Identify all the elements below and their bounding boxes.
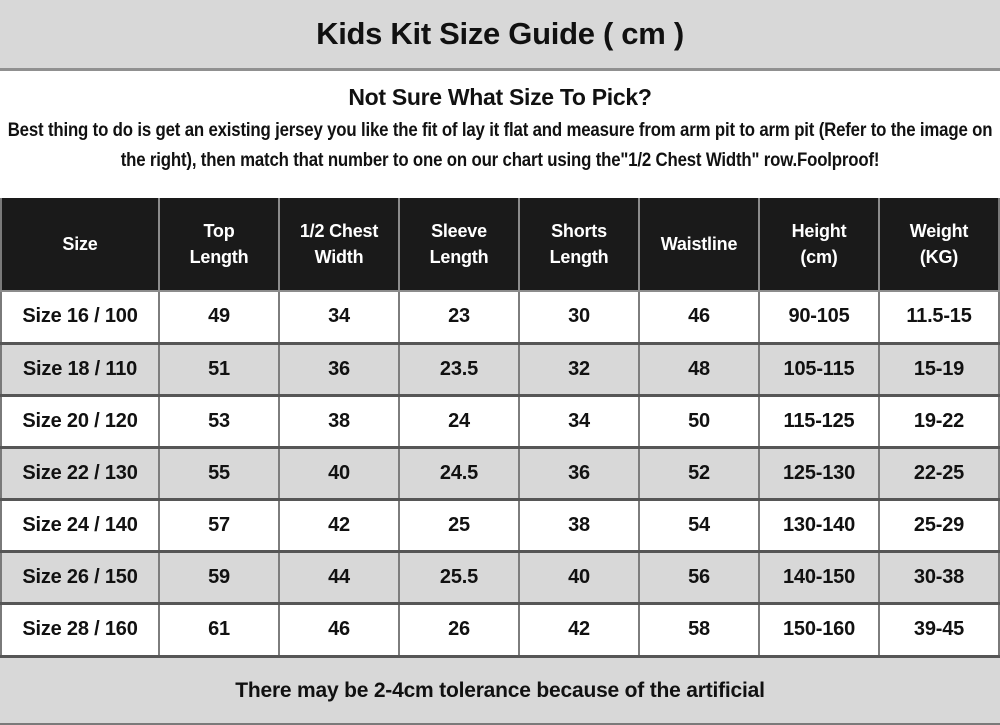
measurement-cell: 24.5 bbox=[399, 445, 520, 499]
measurement-cell: 105-115 bbox=[759, 341, 880, 395]
column-header: Waistline bbox=[639, 198, 760, 292]
measurement-cell: 23.5 bbox=[399, 341, 520, 395]
measurement-cell: 30 bbox=[519, 291, 640, 343]
intro-body: Best thing to do is get an existing jers… bbox=[7, 120, 993, 171]
measurement-cell: 44 bbox=[279, 549, 400, 603]
measurement-cell: 150-160 bbox=[759, 601, 880, 655]
table-head: Size Top Length 1/2 Chest Width Sleeve Leng… bbox=[1, 198, 999, 292]
measurement-cell: 38 bbox=[279, 393, 400, 447]
measurement-cell: 57 bbox=[159, 497, 280, 551]
measurement-cell: 40 bbox=[279, 445, 400, 499]
measurement-cell: 56 bbox=[639, 549, 760, 603]
size-label-cell: Size 26 / 150 bbox=[1, 549, 160, 603]
measurement-cell: 140-150 bbox=[759, 549, 880, 603]
measurement-cell: 25.5 bbox=[399, 549, 520, 603]
measurement-cell: 52 bbox=[639, 445, 760, 499]
table-row: Size 16 / 100 49 34 23 30 46 90-105 11.5-15 bbox=[1, 291, 999, 343]
table-row: Size 18 / 110 51 36 23.5 32 48 105-115 15-19 bbox=[1, 341, 999, 395]
measurement-cell: 46 bbox=[279, 601, 400, 655]
measurement-cell: 30-38 bbox=[879, 549, 999, 603]
size-label-cell: Size 16 / 100 bbox=[1, 291, 160, 343]
footer-band: There may be 2-4cm tolerance because of … bbox=[0, 655, 1000, 725]
size-label-cell: Size 28 / 160 bbox=[1, 601, 160, 655]
measurement-cell: 34 bbox=[519, 393, 640, 447]
size-table: Size Top Length 1/2 Chest Width Sleeve Leng… bbox=[0, 198, 1000, 655]
measurement-cell: 25 bbox=[399, 497, 520, 551]
intro-section: Not Sure What Size To Pick? Best thing t… bbox=[0, 71, 1000, 198]
measurement-cell: 11.5-15 bbox=[879, 291, 999, 343]
table-body: Size 16 / 100 49 34 23 30 46 90-105 11.5-15 Size… bbox=[1, 291, 999, 655]
measurement-cell: 23 bbox=[399, 291, 520, 343]
measurement-cell: 22-25 bbox=[879, 445, 999, 499]
column-header: Top Length bbox=[159, 198, 280, 292]
measurement-cell: 24 bbox=[399, 393, 520, 447]
measurement-cell: 49 bbox=[159, 291, 280, 343]
table-header-row: Size Top Length 1/2 Chest Width Sleeve Leng… bbox=[1, 198, 999, 292]
measurement-cell: 25-29 bbox=[879, 497, 999, 551]
measurement-cell: 50 bbox=[639, 393, 760, 447]
size-label-cell: Size 20 / 120 bbox=[1, 393, 160, 447]
table-row: Size 26 / 150 59 44 25.5 40 56 140-150 30-38 bbox=[1, 549, 999, 603]
column-header: Size bbox=[1, 198, 160, 292]
measurement-cell: 26 bbox=[399, 601, 520, 655]
column-header: 1/2 Chest Width bbox=[279, 198, 400, 292]
size-label-cell: Size 24 / 140 bbox=[1, 497, 160, 551]
measurement-cell: 51 bbox=[159, 341, 280, 395]
title-bar: Kids Kit Size Guide ( cm ) bbox=[0, 0, 1000, 71]
measurement-cell: 40 bbox=[519, 549, 640, 603]
measurement-cell: 34 bbox=[279, 291, 400, 343]
measurement-cell: 32 bbox=[519, 341, 640, 395]
measurement-cell: 36 bbox=[519, 445, 640, 499]
measurement-cell: 115-125 bbox=[759, 393, 880, 447]
intro-heading: Not Sure What Size To Pick? bbox=[348, 84, 652, 110]
measurement-cell: 42 bbox=[519, 601, 640, 655]
measurement-cell: 53 bbox=[159, 393, 280, 447]
measurement-cell: 130-140 bbox=[759, 497, 880, 551]
measurement-cell: 42 bbox=[279, 497, 400, 551]
table-row: Size 20 / 120 53 38 24 34 50 115-125 19-22 bbox=[1, 393, 999, 447]
column-header: Height (cm) bbox=[759, 198, 880, 292]
measurement-cell: 38 bbox=[519, 497, 640, 551]
measurement-cell: 48 bbox=[639, 341, 760, 395]
column-header: Shorts Length bbox=[519, 198, 640, 292]
measurement-cell: 90-105 bbox=[759, 291, 880, 343]
measurement-cell: 36 bbox=[279, 341, 400, 395]
size-label-cell: Size 18 / 110 bbox=[1, 341, 160, 395]
column-header: Sleeve Length bbox=[399, 198, 520, 292]
table-row: Size 24 / 140 57 42 25 38 54 130-140 25-29 bbox=[1, 497, 999, 551]
table-row: Size 22 / 130 55 40 24.5 36 52 125-130 22-25 bbox=[1, 445, 999, 499]
size-label-cell: Size 22 / 130 bbox=[1, 445, 160, 499]
measurement-cell: 39-45 bbox=[879, 601, 999, 655]
measurement-cell: 59 bbox=[159, 549, 280, 603]
page-title: Kids Kit Size Guide ( cm ) bbox=[316, 16, 684, 51]
measurement-cell: 19-22 bbox=[879, 393, 999, 447]
measurement-cell: 54 bbox=[639, 497, 760, 551]
measurement-cell: 61 bbox=[159, 601, 280, 655]
measurement-cell: 15-19 bbox=[879, 341, 999, 395]
tolerance-note: There may be 2-4cm tolerance because of … bbox=[235, 678, 765, 702]
measurement-cell: 125-130 bbox=[759, 445, 880, 499]
measurement-cell: 58 bbox=[639, 601, 760, 655]
column-header: Weight (KG) bbox=[879, 198, 999, 292]
measurement-cell: 46 bbox=[639, 291, 760, 343]
table-row: Size 28 / 160 61 46 26 42 58 150-160 39-45 bbox=[1, 601, 999, 655]
measurement-cell: 55 bbox=[159, 445, 280, 499]
